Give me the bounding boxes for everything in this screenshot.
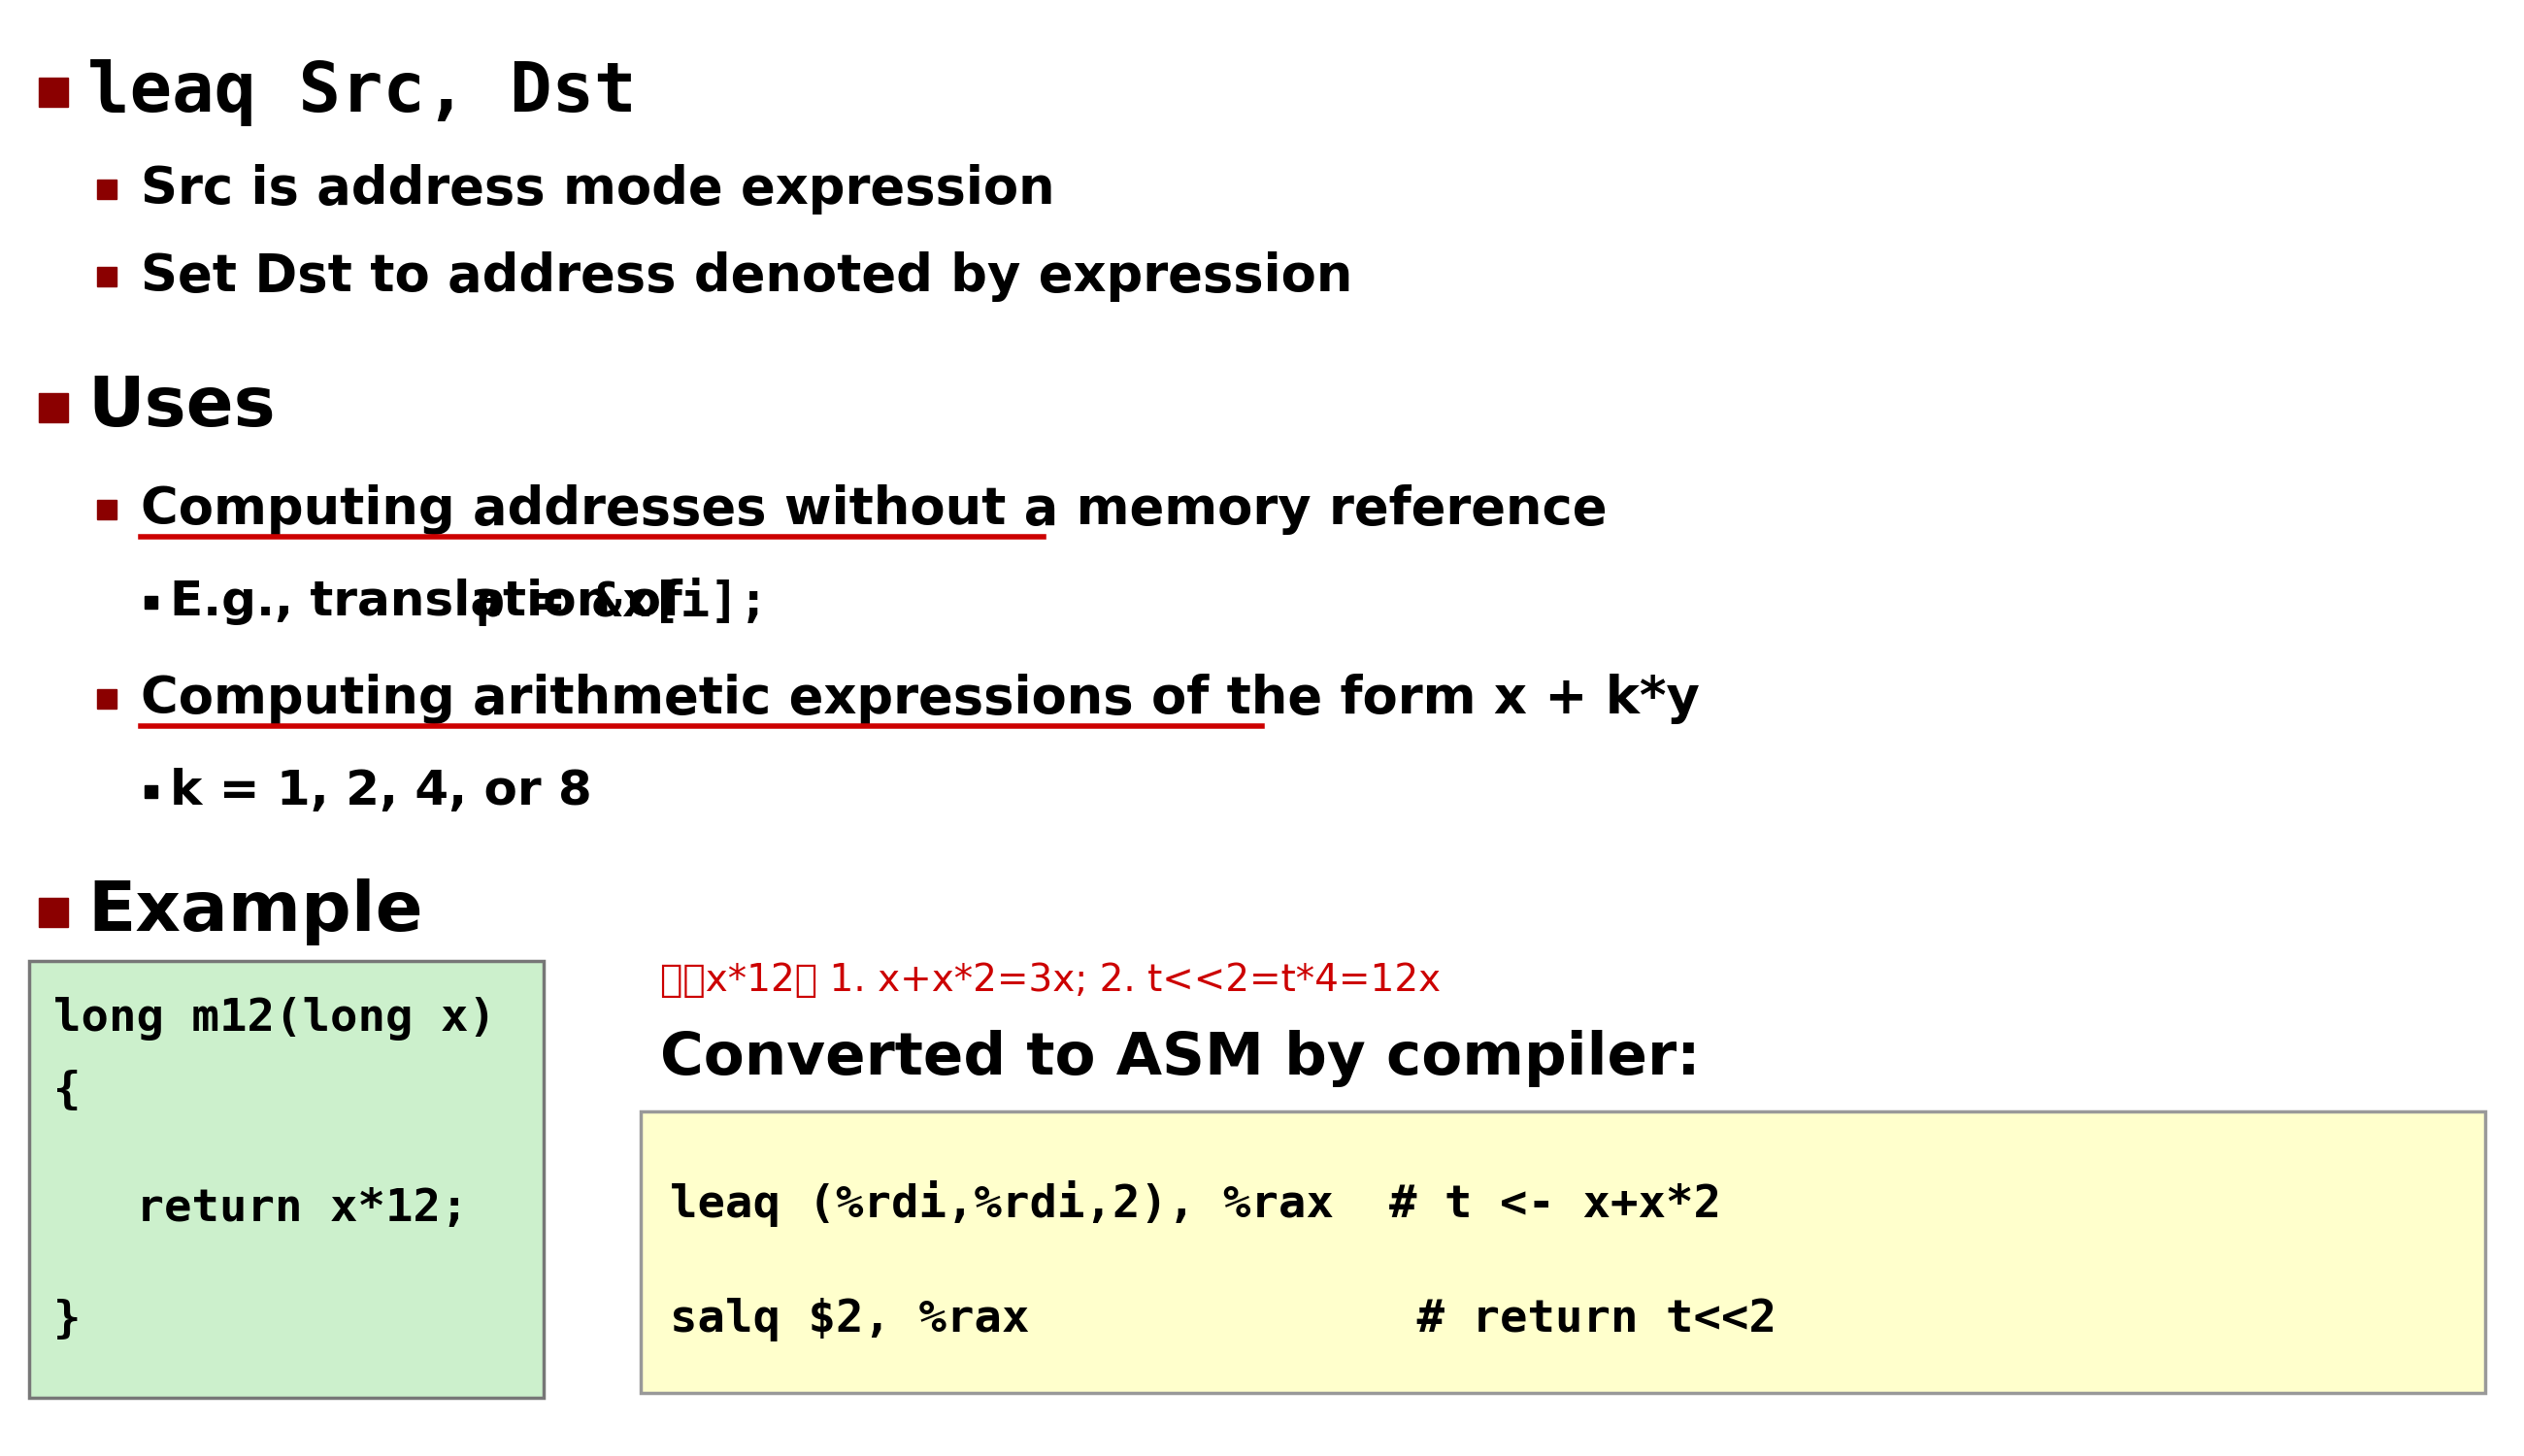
Text: leaq Src, Dst: leaq Src, Dst bbox=[88, 58, 636, 125]
Text: {: { bbox=[53, 1070, 81, 1114]
Text: p = &x[i];: p = &x[i]; bbox=[475, 578, 767, 626]
Bar bbox=[144, 785, 156, 798]
Bar bbox=[38, 77, 68, 106]
Text: Computing addresses without a memory reference: Computing addresses without a memory ref… bbox=[141, 485, 1608, 534]
Text: 计算x*12： 1. x+x*2=3x; 2. t<<2=t*4=12x: 计算x*12： 1. x+x*2=3x; 2. t<<2=t*4=12x bbox=[661, 962, 1441, 999]
Text: Converted to ASM by compiler:: Converted to ASM by compiler: bbox=[661, 1029, 1701, 1086]
Text: Src is address mode expression: Src is address mode expression bbox=[141, 165, 1055, 214]
Bar bbox=[96, 179, 116, 199]
Text: return x*12;: return x*12; bbox=[53, 1187, 469, 1230]
Text: }: } bbox=[53, 1299, 81, 1342]
Text: Set Dst to address denoted by expression: Set Dst to address denoted by expression bbox=[141, 252, 1353, 301]
Text: long m12(long x): long m12(long x) bbox=[53, 997, 497, 1041]
Bar bbox=[38, 898, 68, 927]
Bar bbox=[641, 1111, 2486, 1393]
Bar bbox=[96, 689, 116, 709]
Bar bbox=[30, 961, 543, 1398]
Bar bbox=[144, 596, 156, 609]
Text: k = 1, 2, 4, or 8: k = 1, 2, 4, or 8 bbox=[169, 767, 593, 814]
Text: E.g., translation of: E.g., translation of bbox=[169, 578, 699, 625]
Text: leaq (%rdi,%rdi,2), %rax  # t <- x+x*2: leaq (%rdi,%rdi,2), %rax # t <- x+x*2 bbox=[669, 1181, 1721, 1227]
Text: Computing arithmetic expressions of the form x + k*y: Computing arithmetic expressions of the … bbox=[141, 674, 1699, 724]
Bar bbox=[96, 266, 116, 287]
Bar bbox=[38, 393, 68, 422]
Text: Example: Example bbox=[88, 879, 424, 946]
Text: Uses: Uses bbox=[88, 374, 275, 441]
Text: salq $2, %rax              # return t<<2: salq $2, %rax # return t<<2 bbox=[669, 1299, 1777, 1342]
Bar bbox=[96, 499, 116, 520]
